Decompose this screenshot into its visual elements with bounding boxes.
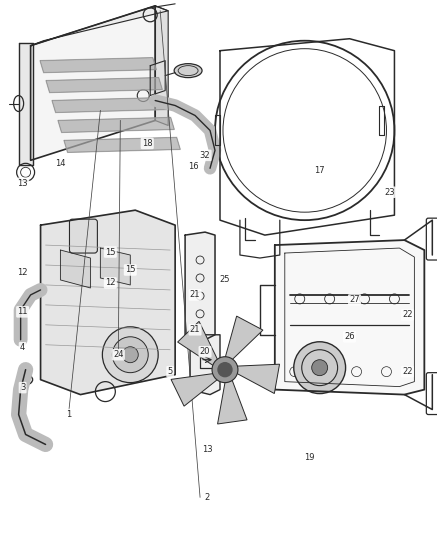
Text: 16: 16 (188, 162, 198, 171)
Polygon shape (150, 61, 165, 95)
Polygon shape (46, 78, 162, 93)
Text: 26: 26 (344, 332, 355, 341)
FancyBboxPatch shape (70, 219, 97, 253)
Polygon shape (225, 316, 263, 360)
Polygon shape (218, 379, 247, 424)
Circle shape (102, 327, 158, 383)
Polygon shape (52, 98, 168, 112)
Polygon shape (155, 6, 168, 125)
Text: 32: 32 (200, 151, 210, 160)
Text: 15: 15 (125, 265, 135, 274)
Text: 13: 13 (18, 179, 28, 188)
Polygon shape (178, 321, 218, 366)
Text: 2: 2 (205, 493, 210, 502)
Text: 18: 18 (142, 139, 152, 148)
Circle shape (212, 357, 238, 383)
Polygon shape (58, 117, 174, 132)
Polygon shape (185, 232, 215, 340)
Polygon shape (40, 58, 156, 72)
Text: 12: 12 (105, 278, 116, 287)
Text: 19: 19 (304, 453, 315, 462)
Text: 11: 11 (18, 308, 28, 317)
Text: 25: 25 (220, 276, 230, 285)
Polygon shape (237, 364, 279, 393)
Text: 12: 12 (18, 269, 28, 278)
Text: 22: 22 (402, 310, 413, 319)
Text: 27: 27 (349, 295, 360, 304)
Ellipse shape (174, 63, 202, 78)
Text: 21: 21 (190, 290, 200, 300)
Polygon shape (171, 374, 218, 406)
Text: 13: 13 (202, 445, 212, 454)
Text: 1: 1 (66, 410, 71, 419)
Text: 14: 14 (55, 159, 66, 168)
Text: 15: 15 (105, 247, 116, 256)
Text: 24: 24 (113, 350, 124, 359)
Polygon shape (41, 210, 175, 394)
Polygon shape (31, 6, 168, 46)
Polygon shape (60, 250, 90, 288)
Text: 5: 5 (167, 367, 173, 376)
Polygon shape (190, 335, 220, 394)
Polygon shape (31, 6, 155, 160)
Circle shape (218, 362, 232, 377)
Circle shape (294, 342, 346, 393)
Circle shape (112, 337, 148, 373)
Circle shape (312, 360, 328, 376)
Text: 17: 17 (314, 166, 325, 175)
Text: 23: 23 (384, 188, 395, 197)
Circle shape (122, 347, 138, 362)
Text: 21: 21 (190, 325, 200, 334)
Text: 22: 22 (402, 367, 413, 376)
Polygon shape (100, 248, 130, 285)
Polygon shape (275, 240, 424, 394)
Polygon shape (64, 138, 180, 152)
Text: 20: 20 (200, 347, 210, 356)
Text: 3: 3 (20, 383, 25, 392)
Polygon shape (19, 43, 32, 165)
Text: 4: 4 (20, 343, 25, 352)
